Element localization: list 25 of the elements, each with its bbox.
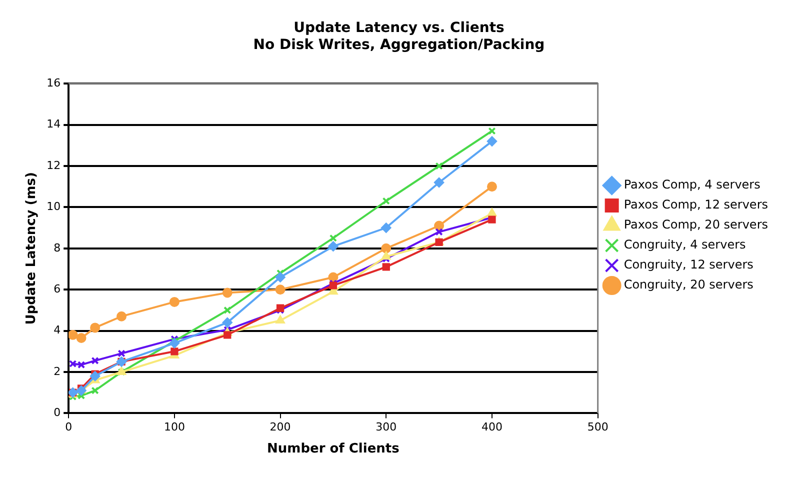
chart-title: Update Latency vs. Clients	[294, 20, 504, 36]
y-axis-title: Update Latency (ms)	[24, 172, 40, 325]
legend-label: Paxos Comp, 4 servers	[624, 178, 760, 192]
legend-label: Congruity, 4 servers	[624, 238, 746, 252]
y-tick-label: 4	[54, 324, 61, 337]
y-tick-label: 16	[46, 76, 61, 90]
y-tick-label: 6	[54, 282, 61, 296]
legend-label: Paxos Comp, 20 servers	[624, 218, 768, 232]
y-tick-label: 8	[54, 241, 61, 254]
y-tick-label: 10	[46, 200, 61, 214]
chart-subtitle: No Disk Writes, Aggregation/Packing	[253, 36, 545, 53]
x-tick-label: 200	[270, 420, 291, 434]
x-tick-label: 500	[587, 420, 608, 434]
y-tick-label: 14	[46, 118, 61, 131]
legend-label: Paxos Comp, 12 servers	[624, 198, 768, 212]
x-tick-label: 0	[65, 420, 72, 434]
y-tick-label: 2	[54, 364, 61, 378]
y-tick-label: 12	[46, 158, 61, 172]
x-tick-label: 300	[376, 420, 397, 434]
y-tick-label: 0	[54, 406, 61, 420]
legend-label: Congruity, 12 servers	[624, 258, 754, 272]
x-tick-label: 100	[164, 420, 185, 434]
legend-label: Congruity, 20 servers	[624, 278, 754, 292]
x-tick-label: 400	[481, 420, 502, 434]
x-axis-title: Number of Clients	[267, 442, 400, 457]
